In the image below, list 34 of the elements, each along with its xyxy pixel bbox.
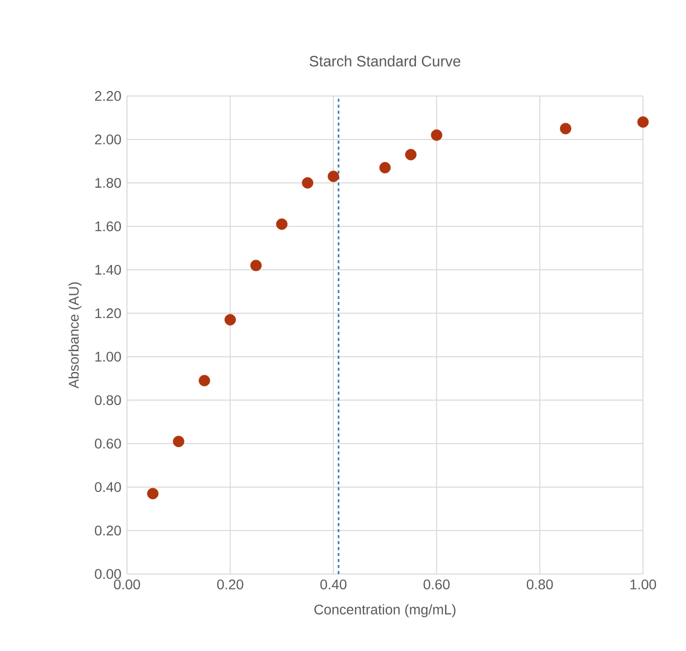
point (430, 129, 442, 141)
x-tick-label: 0.00 (114, 579, 140, 590)
y-tick-label: 0.40 (94, 482, 121, 492)
x-tick-label: 1.00 (630, 579, 656, 590)
y-tick-label: 1.20 (95, 308, 121, 318)
y-tick-label: 2.00 (95, 134, 121, 144)
y-tick-label: 0.20 (94, 526, 121, 536)
y-tick-label: 2.20 (95, 91, 121, 101)
y-tick-label: 1.40 (95, 264, 121, 275)
x-tick-label: 0.40 (320, 579, 346, 590)
y-tick-label: 0.60 (94, 438, 121, 449)
x-axis-title: Concentration (mg/mL) (314, 604, 456, 618)
chart-title: Starch Standard Curve (310, 56, 460, 66)
point (560, 122, 572, 134)
point (328, 170, 340, 182)
y-axis-title: Absorbance (AU) (68, 282, 82, 388)
point (147, 488, 159, 500)
point (637, 116, 649, 128)
y-tick-label: 0.80 (94, 395, 121, 406)
point (276, 218, 288, 230)
point (379, 162, 391, 174)
y-tick-label: 1.60 (95, 221, 121, 232)
point (250, 260, 262, 272)
point (198, 374, 210, 386)
point (224, 314, 236, 326)
x-tick-label: 0.20 (217, 579, 244, 590)
y-tick-label: 0.00 (94, 569, 121, 579)
point (302, 177, 314, 189)
x-tick-label: 0.80 (526, 579, 553, 590)
x-tick-label: 0.60 (424, 579, 450, 590)
y-tick-label: 1.80 (95, 178, 121, 188)
y-tick-label: 1.00 (95, 352, 121, 362)
point (172, 436, 184, 448)
point (405, 148, 417, 160)
